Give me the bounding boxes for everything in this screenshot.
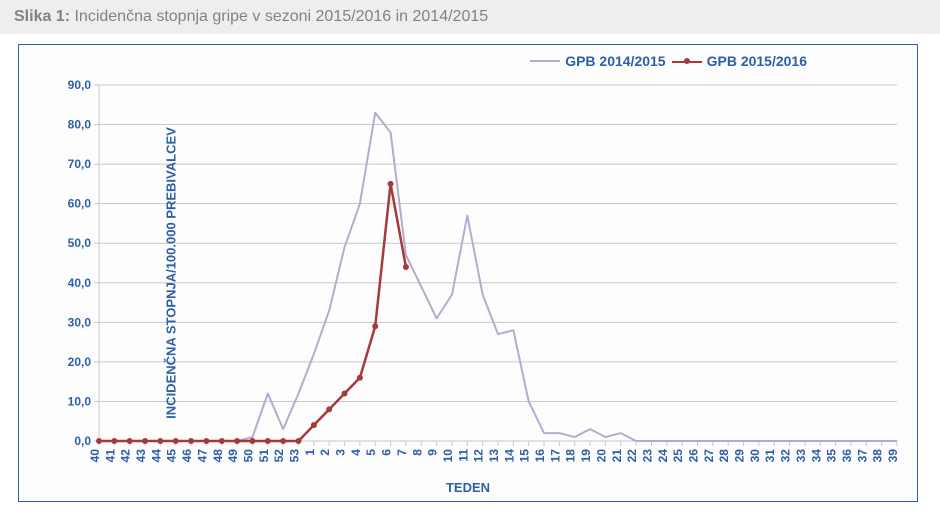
svg-text:25: 25 <box>671 449 685 463</box>
svg-text:8: 8 <box>410 449 424 456</box>
svg-text:26: 26 <box>687 449 701 463</box>
svg-text:35: 35 <box>825 449 839 463</box>
svg-text:46: 46 <box>180 449 194 463</box>
legend-item-1: GPB 2015/2016 <box>672 53 807 69</box>
legend-item-0: GPB 2014/2015 <box>530 53 665 69</box>
svg-text:18: 18 <box>564 449 578 463</box>
svg-text:48: 48 <box>211 449 225 463</box>
svg-text:37: 37 <box>855 449 869 463</box>
y-axis-label: INCIDENČNA STOPNJA/100.000 PREBIVALCEV <box>163 127 178 419</box>
svg-text:40: 40 <box>88 449 102 463</box>
svg-text:20: 20 <box>594 449 608 463</box>
svg-text:11: 11 <box>456 449 470 462</box>
svg-text:42: 42 <box>119 449 133 463</box>
svg-text:3: 3 <box>334 449 348 456</box>
legend-swatch-1 <box>672 58 702 64</box>
x-axis-label: TEDEN <box>446 480 490 495</box>
svg-text:32: 32 <box>779 449 793 463</box>
svg-text:40,0: 40,0 <box>68 276 92 290</box>
svg-text:24: 24 <box>656 449 670 463</box>
svg-text:6: 6 <box>380 449 394 456</box>
svg-text:41: 41 <box>103 449 117 463</box>
svg-text:5: 5 <box>364 449 378 456</box>
svg-text:45: 45 <box>165 449 179 463</box>
legend-label-0: GPB 2014/2015 <box>565 53 665 69</box>
svg-text:36: 36 <box>840 449 854 463</box>
svg-text:50,0: 50,0 <box>68 236 92 250</box>
svg-text:30,0: 30,0 <box>68 315 92 329</box>
svg-text:20,0: 20,0 <box>68 355 92 369</box>
svg-text:70,0: 70,0 <box>68 157 92 171</box>
svg-text:28: 28 <box>717 449 731 463</box>
svg-text:16: 16 <box>533 449 547 463</box>
svg-text:43: 43 <box>134 449 148 463</box>
svg-text:51: 51 <box>257 449 271 463</box>
chart-svg: 0,0 10,0 20,0 30,0 40,0 50,0 60,0 70,0 80,0 90,0 4… <box>19 45 917 501</box>
svg-text:29: 29 <box>733 449 747 463</box>
svg-text:50: 50 <box>241 449 255 463</box>
legend-swatch-0 <box>530 60 560 62</box>
svg-text:4: 4 <box>349 449 363 456</box>
svg-text:49: 49 <box>226 449 240 463</box>
svg-text:23: 23 <box>640 449 654 463</box>
svg-text:33: 33 <box>794 449 808 463</box>
svg-text:10,0: 10,0 <box>68 394 92 408</box>
svg-text:52: 52 <box>272 449 286 463</box>
legend-label-1: GPB 2015/2016 <box>707 53 807 69</box>
svg-text:14: 14 <box>502 449 516 463</box>
svg-text:44: 44 <box>149 449 163 463</box>
svg-text:12: 12 <box>472 449 486 463</box>
svg-text:34: 34 <box>809 449 823 463</box>
svg-text:17: 17 <box>548 449 562 463</box>
svg-text:9: 9 <box>426 449 440 456</box>
svg-text:31: 31 <box>763 449 777 463</box>
svg-text:90,0: 90,0 <box>68 78 92 92</box>
svg-text:7: 7 <box>395 449 409 456</box>
svg-text:1: 1 <box>303 449 317 456</box>
svg-text:2: 2 <box>318 449 332 456</box>
svg-text:15: 15 <box>518 449 532 463</box>
svg-text:38: 38 <box>871 449 885 463</box>
svg-text:0,0: 0,0 <box>74 434 91 448</box>
title-rest: Incidenčna stopnja gripe v sezoni 2015/2… <box>74 8 488 25</box>
title-prefix: Slika 1: <box>14 8 74 25</box>
svg-text:30: 30 <box>748 449 762 463</box>
svg-text:27: 27 <box>702 449 716 463</box>
svg-text:39: 39 <box>886 449 900 463</box>
legend: GPB 2014/2015 GPB 2015/2016 <box>530 53 807 69</box>
svg-text:21: 21 <box>610 449 624 463</box>
svg-text:80,0: 80,0 <box>68 118 92 132</box>
figure-title: Slika 1: Incidenčna stopnja gripe v sezo… <box>0 0 940 34</box>
svg-text:53: 53 <box>288 449 302 463</box>
svg-text:47: 47 <box>195 449 209 463</box>
svg-text:13: 13 <box>487 449 501 463</box>
svg-text:22: 22 <box>625 449 639 463</box>
chart-area: GPB 2014/2015 GPB 2015/2016 INCIDENČNA S… <box>18 44 918 502</box>
svg-text:10: 10 <box>441 449 455 463</box>
svg-text:19: 19 <box>579 449 593 463</box>
svg-text:60,0: 60,0 <box>68 197 92 211</box>
